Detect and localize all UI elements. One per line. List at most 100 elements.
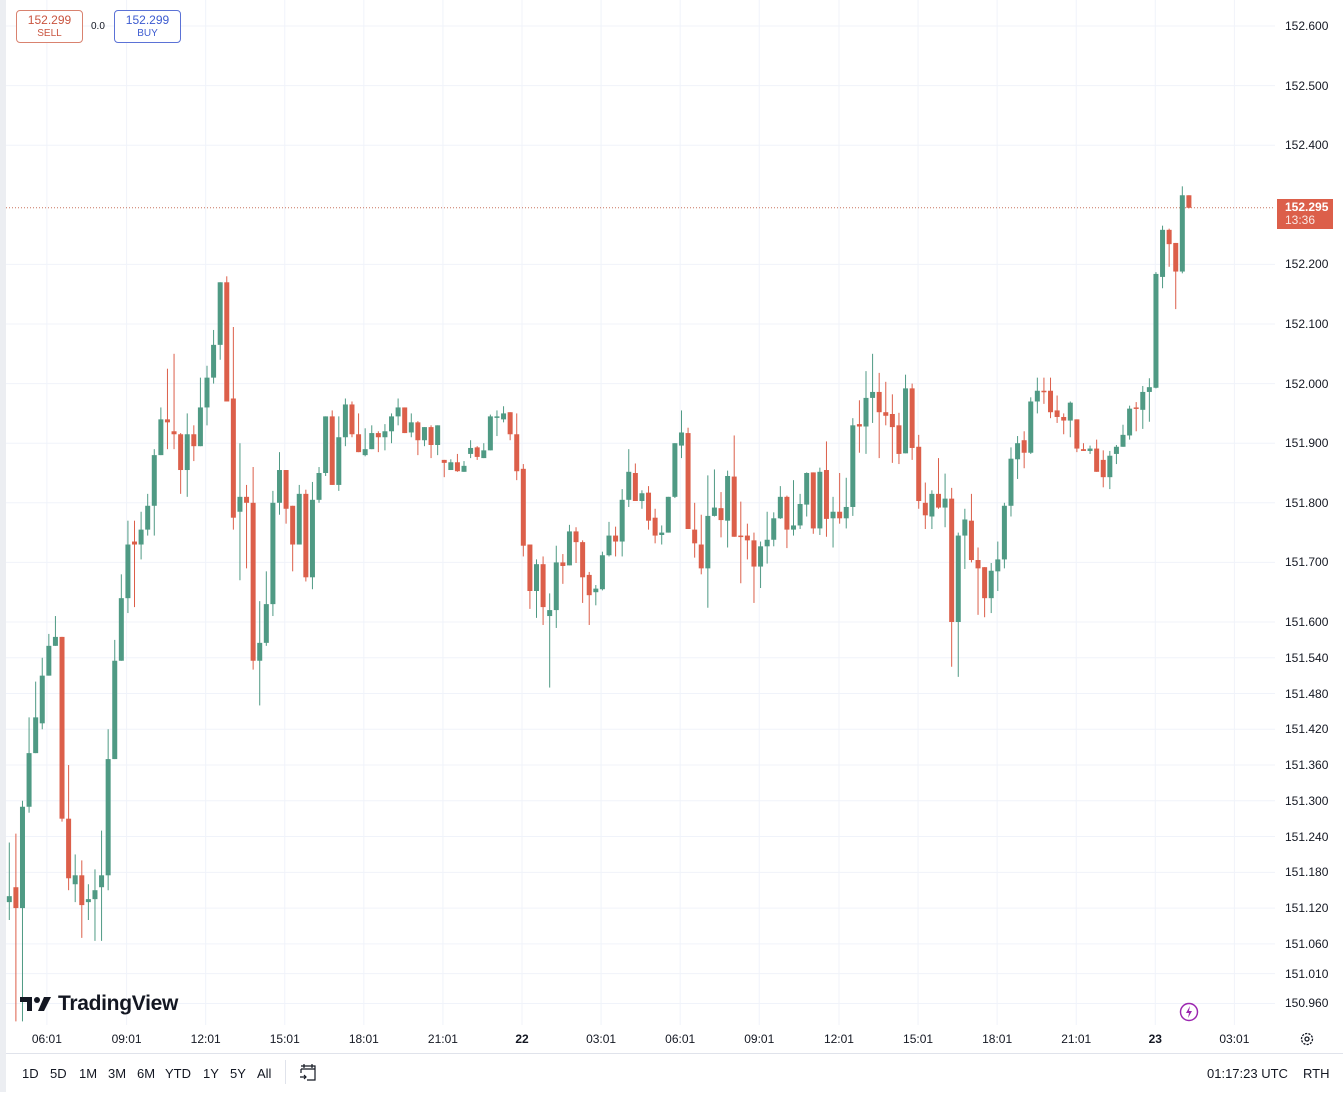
candle-up[interactable] xyxy=(336,416,342,491)
candle-up[interactable] xyxy=(553,545,559,628)
candle-up[interactable] xyxy=(817,467,823,535)
candle-up[interactable] xyxy=(988,562,994,614)
candle-up[interactable] xyxy=(1113,444,1119,465)
candle-up[interactable] xyxy=(665,496,671,533)
candle-up[interactable] xyxy=(955,532,961,677)
range-button-3m[interactable]: 3M xyxy=(108,1066,127,1081)
range-button-all[interactable]: All xyxy=(257,1066,272,1081)
session-toggle[interactable]: RTH xyxy=(1303,1066,1330,1081)
tradingview-logo[interactable]: TradingView xyxy=(20,992,178,1016)
candle-up[interactable] xyxy=(112,639,118,760)
candle-up[interactable] xyxy=(566,524,572,566)
candle-down[interactable] xyxy=(79,860,85,938)
candle-up[interactable] xyxy=(593,585,599,606)
candle-down[interactable] xyxy=(698,514,704,575)
candle-up[interactable] xyxy=(309,481,315,590)
candle-down[interactable] xyxy=(909,383,915,460)
candle-up[interactable] xyxy=(850,418,856,516)
candle-up[interactable] xyxy=(501,406,507,423)
candle-down[interactable] xyxy=(1074,419,1080,453)
candle-down[interactable] xyxy=(573,527,579,563)
candle-up[interactable] xyxy=(830,496,836,548)
candle-down[interactable] xyxy=(916,434,922,509)
candle-up[interactable] xyxy=(85,884,91,920)
candle-down[interactable] xyxy=(428,425,434,459)
candle-up[interactable] xyxy=(217,282,223,360)
candle-down[interactable] xyxy=(692,502,698,558)
candle-up[interactable] xyxy=(626,449,632,507)
candle-up[interactable] xyxy=(481,443,487,459)
candle-up[interactable] xyxy=(1028,397,1034,454)
candle-up[interactable] xyxy=(1015,436,1021,479)
candle-down[interactable] xyxy=(520,464,526,557)
candle-up[interactable] xyxy=(487,414,493,451)
candle-up[interactable] xyxy=(619,489,625,557)
candle-down[interactable] xyxy=(59,636,65,822)
candle-down[interactable] xyxy=(375,431,381,453)
candle-up[interactable] xyxy=(1087,445,1093,454)
range-button-5d[interactable]: 5D xyxy=(50,1066,67,1081)
candle-down[interactable] xyxy=(474,446,480,460)
candle-up[interactable] xyxy=(125,520,131,614)
candle-up[interactable] xyxy=(1140,385,1146,429)
candle-up[interactable] xyxy=(870,353,876,423)
candle-down[interactable] xyxy=(244,484,250,569)
candle-down[interactable] xyxy=(751,532,757,603)
candle-up[interactable] xyxy=(362,428,368,457)
candle-up[interactable] xyxy=(151,449,157,536)
candle-up[interactable] xyxy=(547,593,553,688)
candle-up[interactable] xyxy=(342,398,348,447)
candle-up[interactable] xyxy=(1120,424,1126,447)
candle-up[interactable] xyxy=(797,493,803,530)
candle-up[interactable] xyxy=(962,508,968,569)
candle-down[interactable] xyxy=(527,544,533,609)
candle-up[interactable] xyxy=(725,470,731,548)
candle-up[interactable] xyxy=(33,681,39,754)
candle-down[interactable] xyxy=(889,394,895,463)
candle-down[interactable] xyxy=(580,540,586,603)
candle-up[interactable] xyxy=(777,486,783,519)
candle-down[interactable] xyxy=(191,425,197,462)
candle-up[interactable] xyxy=(46,633,52,676)
candle-down[interactable] xyxy=(1186,195,1192,209)
range-button-ytd[interactable]: YTD xyxy=(165,1066,191,1081)
candle-up[interactable] xyxy=(1107,450,1113,490)
candle-down[interactable] xyxy=(646,486,652,530)
range-button-1m[interactable]: 1M xyxy=(79,1066,98,1081)
candle-down[interactable] xyxy=(178,433,184,494)
range-button-1y[interactable]: 1Y xyxy=(203,1066,219,1081)
candle-up[interactable] xyxy=(534,559,539,618)
calendar-goto-icon[interactable] xyxy=(298,1063,318,1083)
sell-button[interactable]: 152.299 SELL xyxy=(16,10,83,43)
candle-down[interactable] xyxy=(896,412,902,465)
candle-down[interactable] xyxy=(1133,402,1139,432)
candle-up[interactable] xyxy=(711,469,717,517)
candle-up[interactable] xyxy=(211,329,217,384)
candle-up[interactable] xyxy=(26,717,32,813)
candle-down[interactable] xyxy=(224,276,230,402)
candle-down[interactable] xyxy=(856,400,862,453)
candle-up[interactable] xyxy=(995,541,1001,592)
candle-up[interactable] xyxy=(296,484,302,545)
candle-down[interactable] xyxy=(540,556,546,625)
candle-up[interactable] xyxy=(237,443,243,581)
candle-up[interactable] xyxy=(764,511,770,564)
candle-up[interactable] xyxy=(6,842,12,920)
candle-down[interactable] xyxy=(349,401,355,438)
candle-down[interactable] xyxy=(685,427,691,530)
candle-up[interactable] xyxy=(118,574,124,661)
candle-down[interactable] xyxy=(632,463,638,502)
candle-down[interactable] xyxy=(613,526,619,557)
candle-up[interactable] xyxy=(1008,447,1014,517)
candle-down[interactable] xyxy=(810,472,816,534)
candle-up[interactable] xyxy=(672,443,678,499)
candle-down[interactable] xyxy=(1080,443,1086,451)
candle-up[interactable] xyxy=(705,475,711,608)
candle-up[interactable] xyxy=(263,571,269,646)
candle-up[interactable] xyxy=(105,729,111,891)
candle-up[interactable] xyxy=(145,493,151,536)
candle-down[interactable] xyxy=(329,410,335,485)
candle-down[interactable] xyxy=(922,482,928,530)
candle-up[interactable] xyxy=(903,374,909,454)
candle-up[interactable] xyxy=(678,410,684,459)
